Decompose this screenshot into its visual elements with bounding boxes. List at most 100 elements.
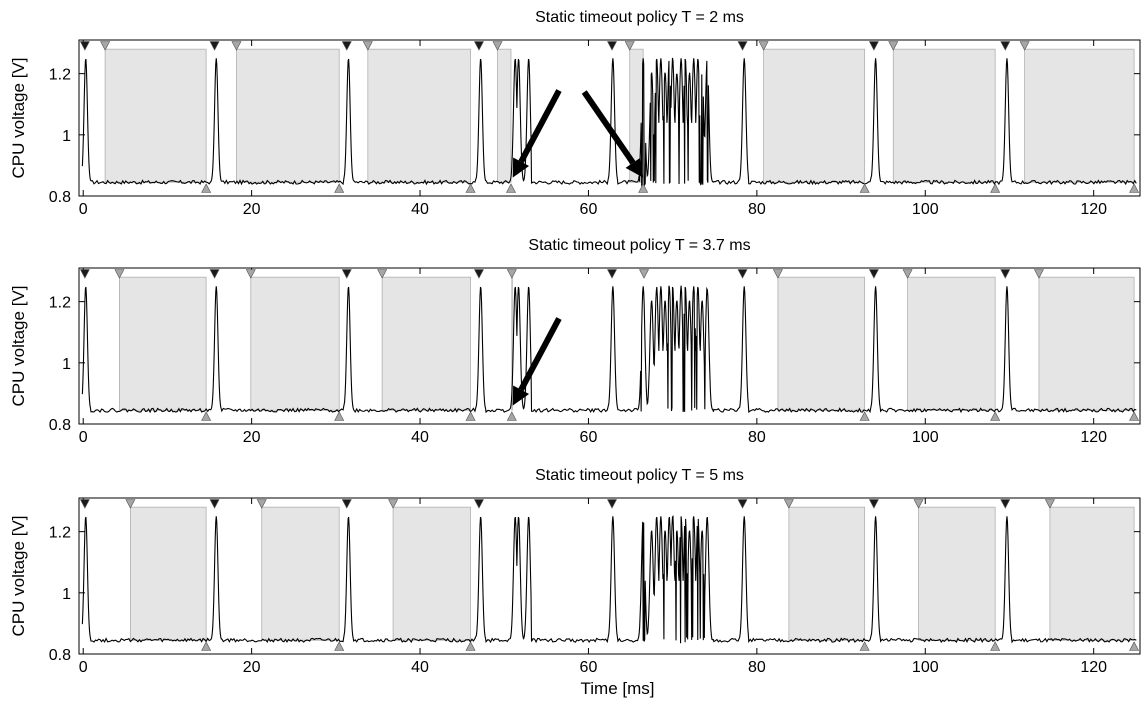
marker-sleep-end: [465, 183, 476, 193]
x-tick-label: 60: [580, 659, 598, 676]
marker-sleep-start: [783, 499, 794, 509]
marker-wake-dark: [341, 41, 352, 51]
sleep-interval: [788, 506, 866, 641]
y-tick-label: 1.2: [49, 67, 71, 84]
marker-sleep-end: [334, 183, 345, 193]
marker-wake-dark: [607, 269, 618, 279]
annotation-arrow-head: [625, 157, 644, 178]
marker-sleep-start: [639, 269, 650, 279]
x-axis-label: Time [ms]: [581, 679, 655, 698]
marker-wake-dark: [737, 41, 748, 51]
x-tick-label: 120: [1080, 201, 1107, 218]
marker-sleep-start: [100, 41, 111, 51]
annotation-arrow-head: [512, 385, 530, 406]
x-tick-label: 40: [411, 201, 429, 218]
sleep-interval: [918, 506, 996, 641]
axes-frame: [78, 267, 1141, 425]
y-axis-label: CPU voltage [V]: [9, 516, 28, 637]
marker-wake-dark: [607, 41, 618, 51]
marker-wake-dark: [737, 269, 748, 279]
marker-sleep-start: [125, 499, 136, 509]
marker-wake-dark: [473, 41, 484, 51]
marker-wake-dark: [1000, 41, 1011, 51]
y-axis-label: CPU voltage [V]: [9, 58, 28, 179]
annotation-arrow-shaft: [518, 317, 562, 392]
marker-wake-dark: [79, 41, 90, 51]
axes-frame: [78, 497, 1141, 655]
x-tick-label: 0: [79, 429, 88, 446]
marker-wake-dark: [868, 269, 879, 279]
marker-sleep-start: [492, 41, 503, 51]
sleep-interval: [1038, 276, 1135, 411]
y-axis-label: CPU voltage [V]: [9, 286, 28, 407]
x-tick-label: 20: [243, 659, 261, 676]
marker-sleep-start: [772, 269, 783, 279]
marker-wake-dark: [737, 499, 748, 509]
marker-wake-dark: [1000, 499, 1011, 509]
x-tick-label: 0: [79, 201, 88, 218]
marker-wake-dark: [868, 41, 879, 51]
y-tick-label: 0.8: [49, 189, 71, 206]
marker-sleep-end: [990, 411, 1001, 421]
x-tick-label: 40: [411, 429, 429, 446]
x-tick-label: 0: [79, 659, 88, 676]
x-tick-label: 100: [912, 201, 939, 218]
marker-sleep-end: [859, 641, 870, 651]
marker-sleep-start: [1033, 269, 1044, 279]
marker-sleep-end: [990, 183, 1001, 193]
sleep-interval: [763, 48, 866, 183]
marker-sleep-start: [231, 41, 242, 51]
marker-wake-dark: [341, 499, 352, 509]
marker-sleep-end: [334, 411, 345, 421]
x-tick-label: 100: [912, 429, 939, 446]
marker-sleep-start: [388, 499, 399, 509]
x-tick-label: 20: [243, 201, 261, 218]
marker-wake-dark: [79, 269, 90, 279]
marker-sleep-start: [506, 269, 517, 279]
marker-wake-dark: [473, 499, 484, 509]
y-tick-label: 1.2: [49, 295, 71, 312]
x-tick-label: 120: [1080, 429, 1107, 446]
y-tick-label: 1: [62, 356, 71, 373]
x-tick-label: 120: [1080, 659, 1107, 676]
marker-sleep-end: [1129, 411, 1140, 421]
marker-sleep-start: [256, 499, 267, 509]
marker-wake-dark: [209, 499, 220, 509]
voltage-trace-line: [81, 57, 1137, 187]
marker-sleep-end: [201, 183, 212, 193]
axes-frame: [78, 39, 1141, 197]
x-tick-label: 60: [580, 201, 598, 218]
annotation-arrow-head: [512, 157, 530, 178]
marker-sleep-end: [201, 641, 212, 651]
panel-t5: 0 20 40 60 80 100 120 0.8 1 1.2 Static timeout pol…: [9, 467, 1141, 698]
marker-sleep-end: [1129, 183, 1140, 193]
sleep-interval: [392, 506, 471, 641]
sleep-interval: [1024, 48, 1135, 183]
panel-t2: 0 20 40 60 80 100 120 0.8 1 1.2 Static timeout pol…: [9, 9, 1141, 218]
sleep-interval: [250, 276, 340, 411]
sleep-interval: [892, 48, 996, 183]
x-tick-label: 80: [748, 659, 766, 676]
marker-sleep-end: [990, 641, 1001, 651]
panel-title: Static timeout policy T = 3.7 ms: [528, 237, 750, 254]
marker-sleep-start: [362, 41, 373, 51]
marker-sleep-end: [465, 641, 476, 651]
panel-title: Static timeout policy T = 2 ms: [535, 9, 744, 26]
sleep-interval: [497, 48, 512, 183]
y-tick-label: 1: [62, 128, 71, 145]
annotation-arrow-shaft: [581, 90, 636, 165]
marker-sleep-start: [758, 41, 769, 51]
marker-sleep-end: [859, 411, 870, 421]
y-tick-label: 1.2: [49, 525, 71, 542]
x-tick-label: 100: [912, 659, 939, 676]
marker-sleep-start: [902, 269, 913, 279]
marker-sleep-end: [1129, 641, 1140, 651]
voltage-trace-line: [81, 285, 1137, 414]
marker-sleep-end: [506, 411, 517, 421]
marker-sleep-end: [638, 183, 649, 193]
marker-wake-dark: [341, 269, 352, 279]
marker-sleep-start: [114, 269, 125, 279]
sleep-interval: [1049, 506, 1135, 641]
sleep-interval: [236, 48, 340, 183]
